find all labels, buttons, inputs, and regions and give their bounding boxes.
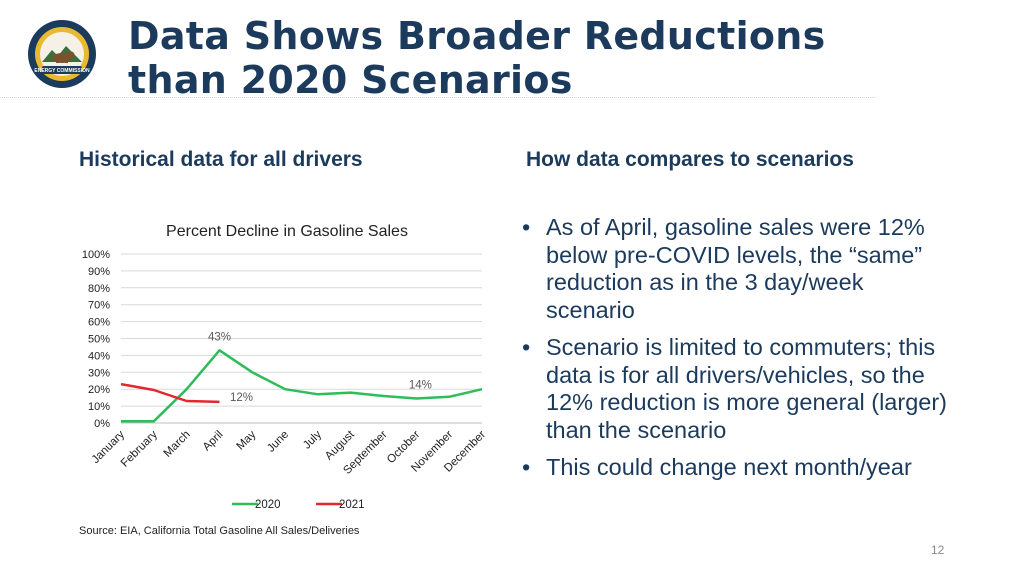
y-tick-label: 100% [82,249,110,261]
x-tick-label: July [301,428,324,451]
x-tick-label: June [265,429,291,455]
y-tick-label: 0% [94,418,110,430]
title-line-2: than 2020 Scenarios [128,58,573,102]
legend-label: 2021 [339,499,365,511]
y-tick-label: 70% [88,300,110,312]
legend-label: 2020 [255,499,281,511]
bullet-list: • As of April, gasoline sales were 12% be… [518,214,958,492]
y-tick-label: 60% [88,317,110,329]
data-label: 12% [230,392,253,404]
source-note: Source: EIA, California Total Gasoline A… [79,525,360,537]
bullet-item: • Scenario is limited to commuters; this … [518,334,958,444]
y-tick-label: 90% [88,266,110,278]
california-energy-commission-logo: ENERGY COMMISSION [28,20,96,88]
left-heading: Historical data for all drivers [79,148,363,171]
series-line-2020 [121,349,483,423]
bullet-dot: • [522,454,531,480]
x-tick-label: February [119,428,160,469]
data-label: 14% [409,379,432,391]
page-number: 12 [931,543,945,557]
title-divider [0,97,875,98]
y-tick-label: 10% [88,401,110,413]
bullet-text: Scenario is limited to commuters; this d… [546,334,947,443]
bullet-dot: • [522,334,531,360]
bullet-dot: • [522,214,531,240]
y-tick-label: 50% [88,334,110,346]
bullet-item: • As of April, gasoline sales were 12% be… [518,214,958,324]
y-tick-label: 80% [88,283,110,295]
data-label: 43% [208,331,231,343]
x-tick-label: March [162,429,193,460]
x-tick-label: April [201,429,226,454]
x-tick-label: May [235,428,259,452]
bullet-text: As of April, gasoline sales were 12% bel… [546,214,925,323]
chart-title: Percent Decline in Gasoline Sales [166,223,408,240]
right-heading: How data compares to scenarios [526,148,854,171]
y-tick-label: 20% [88,384,110,396]
gasoline-decline-chart: Percent Decline in Gasoline Sales 0% 10% 20… [82,223,488,511]
bullet-item: • This could change next month/year [518,454,958,482]
logo-text: ENERGY COMMISSION [34,68,90,74]
y-tick-label: 30% [88,367,110,379]
y-tick-label: 40% [88,350,110,362]
title-line-1: Data Shows Broader Reductions [128,14,826,58]
page-title: Data Shows Broader Reductions than 2020 … [128,14,826,102]
series-line-2021 [120,382,220,404]
bullet-text: This could change next month/year [546,454,912,480]
